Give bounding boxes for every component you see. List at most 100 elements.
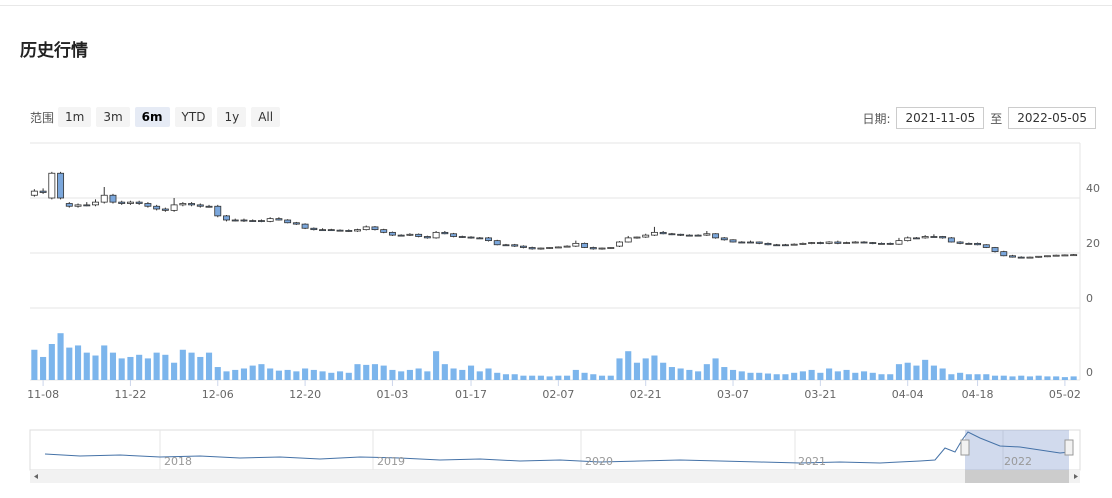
scroll-right[interactable] (1074, 474, 1078, 479)
candle-body (589, 247, 597, 250)
volume-bar (747, 372, 754, 380)
volume-bar (240, 368, 248, 380)
scrollbar-thumb[interactable] (965, 470, 1069, 483)
scroll-left[interactable] (34, 474, 38, 479)
candle-body (965, 242, 973, 245)
candle-body (755, 241, 763, 244)
volume-bar (83, 352, 90, 380)
candle-body (878, 242, 885, 245)
volume-bar (1070, 376, 1077, 380)
candle-body (161, 208, 169, 211)
navigator-handle[interactable] (1064, 439, 1074, 456)
volume-bar (118, 358, 125, 380)
volume-bar (860, 371, 868, 380)
candle-body (790, 243, 798, 246)
volume-bar (511, 374, 518, 380)
candle-body (659, 231, 667, 235)
candle-body (345, 230, 353, 232)
volume-bar (939, 368, 946, 380)
scrollbar-track[interactable] (30, 470, 1080, 483)
candle-body (310, 227, 318, 231)
volume-bar (1044, 376, 1051, 380)
candle-body (415, 233, 423, 237)
range-button[interactable]: 3m (96, 107, 130, 127)
volume-bar (48, 344, 55, 380)
candle-body (223, 215, 230, 221)
volume-bar (965, 374, 972, 380)
volume-bar (633, 362, 641, 380)
range-label: 范围 (30, 110, 55, 125)
candle-body (598, 247, 606, 250)
volume-bar (302, 368, 309, 380)
candle-body (354, 229, 361, 232)
y-tick-label: 40 (1086, 182, 1100, 195)
volume-bar (92, 355, 99, 380)
candle-body (257, 220, 265, 222)
volume-bar (799, 371, 806, 380)
volume-bar (267, 368, 274, 380)
candle-body (869, 242, 877, 244)
navigator-mask[interactable] (965, 430, 1069, 470)
volume-bar (922, 359, 929, 380)
navigator-year: 2019 (377, 455, 405, 468)
volume-bar (738, 371, 745, 380)
volume-bar (616, 358, 623, 380)
volume-bar (205, 352, 213, 380)
range-button[interactable]: 1m (58, 107, 92, 127)
candle-body (1043, 255, 1051, 258)
navigator-handle[interactable] (960, 439, 970, 456)
volume-bar (328, 372, 335, 380)
range-button[interactable]: YTD (174, 107, 213, 127)
candle-body (712, 233, 720, 239)
navigator-year: 2018 (164, 455, 192, 468)
candle-body (956, 241, 964, 244)
candle-body (563, 245, 571, 248)
volume-bar (957, 372, 964, 380)
volume-bar (817, 372, 824, 380)
candle-body (694, 234, 702, 237)
candle-body (843, 242, 851, 244)
volume-bar (703, 364, 710, 380)
candle-body (57, 172, 65, 199)
candle-body (118, 201, 126, 204)
date-from[interactable]: 2021-11-05 (896, 107, 985, 129)
volume-bar (424, 371, 431, 380)
candle-body (388, 231, 396, 236)
volume-bar (284, 369, 291, 380)
y-tick-label: 20 (1086, 237, 1100, 250)
candle-body (537, 247, 545, 250)
candle-body (476, 237, 484, 240)
volume-bar (764, 373, 772, 380)
range-button[interactable]: 6m (134, 107, 170, 127)
volume-bar (363, 364, 370, 380)
candle-body (205, 205, 213, 208)
volume-bar (485, 368, 492, 380)
volume-bar (625, 351, 632, 380)
candle-body (30, 190, 38, 196)
candle-body (720, 237, 728, 241)
volume-bar (808, 369, 815, 380)
date-to[interactable]: 2022-05-05 (1008, 107, 1096, 129)
volume-bar (31, 349, 38, 380)
candle-body (912, 237, 920, 240)
candle-body (519, 245, 527, 248)
volume-bar (450, 368, 457, 380)
candle-body (240, 219, 248, 222)
volume-bar (826, 368, 833, 380)
divider (0, 5, 1112, 6)
candle-body (423, 236, 431, 239)
candle-body (126, 201, 134, 204)
candle-body (83, 204, 91, 207)
range-button[interactable]: All (251, 107, 281, 127)
volume-bar (319, 371, 326, 380)
range-button[interactable]: 1y (217, 107, 247, 127)
volume-bar (948, 374, 955, 380)
candle-body (231, 219, 239, 222)
candle-body (773, 244, 781, 247)
candle-body (196, 204, 204, 207)
x-tick-label: 11-08 (27, 388, 59, 401)
candle-body (502, 244, 510, 247)
candle-body (1026, 256, 1034, 259)
volume-bar (371, 364, 379, 380)
